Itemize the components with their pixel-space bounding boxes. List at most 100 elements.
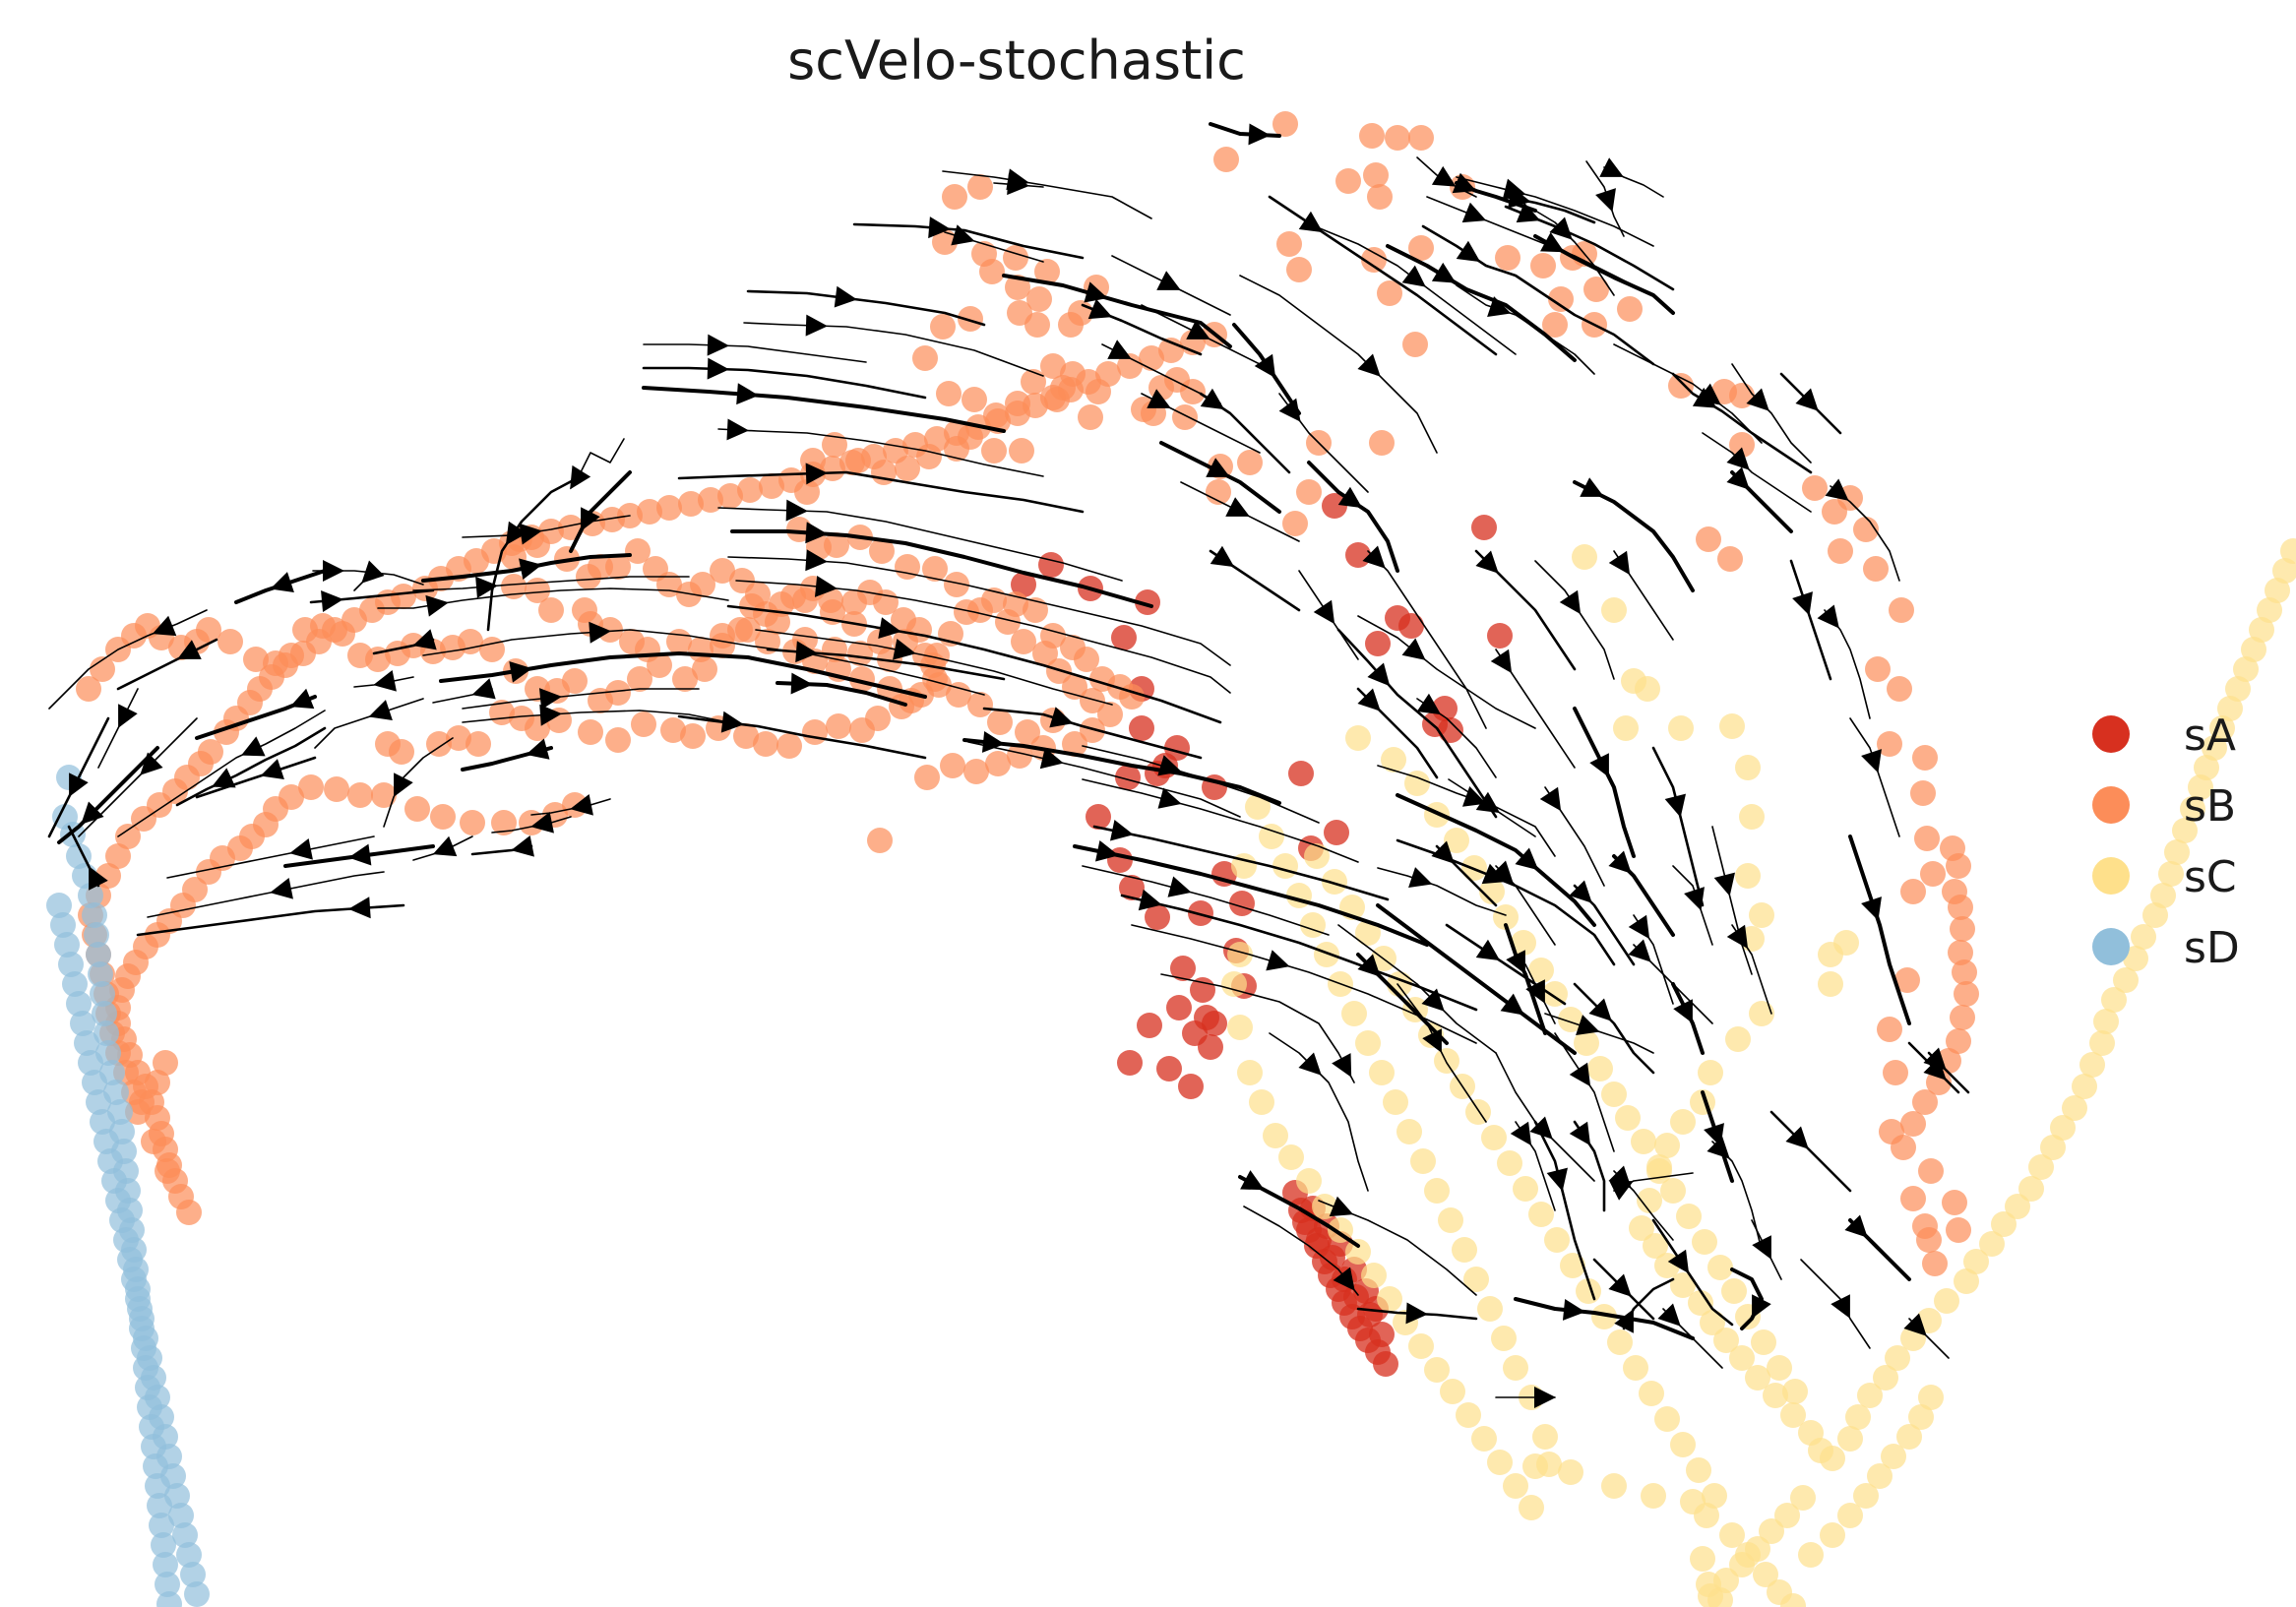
- point-sC-91: [1528, 958, 1554, 983]
- point-sB-96: [1003, 245, 1028, 271]
- streamline-arrowhead-148: [1156, 271, 1181, 290]
- point-sC-150: [1408, 1333, 1434, 1359]
- point-sB-64: [1879, 1119, 1904, 1144]
- streamline-arrowhead-132: [1923, 1057, 1947, 1081]
- point-sC-176: [1300, 912, 1326, 938]
- point-sA-59: [1288, 761, 1314, 786]
- point-sC-142: [1278, 1144, 1304, 1170]
- point-sC-58: [2093, 1009, 2119, 1034]
- point-sB-101: [1007, 300, 1032, 326]
- point-sA-46: [1129, 715, 1154, 741]
- point-sC-0: [1572, 544, 1597, 570]
- point-sB-250: [76, 676, 101, 702]
- point-sC-200: [1918, 1385, 1944, 1410]
- streamline-arrowhead-38: [1157, 787, 1182, 809]
- point-sB-377: [698, 487, 723, 513]
- point-sB-74: [1282, 511, 1308, 536]
- point-sC-75: [2233, 656, 2259, 682]
- streamline-arrowhead-160: [348, 843, 372, 866]
- point-sB-254: [446, 725, 471, 751]
- point-sC-131: [1654, 1406, 1680, 1432]
- point-sC-157: [1519, 1495, 1544, 1520]
- point-sD-64: [125, 1286, 151, 1312]
- streamline-arrowhead-101: [1861, 749, 1882, 773]
- point-sB-288: [430, 804, 456, 830]
- point-sC-82: [1345, 725, 1371, 751]
- streamline-arrowhead-79: [1401, 265, 1426, 287]
- point-sB-1: [1359, 123, 1385, 149]
- streamline-arrowhead-21: [795, 641, 818, 663]
- point-sC-209: [1774, 1503, 1800, 1528]
- streamline-arrowhead-44: [1332, 1053, 1352, 1078]
- streamline-arrowhead-43: [1266, 950, 1290, 971]
- point-sC-39: [1857, 1383, 1883, 1408]
- point-sB-333: [153, 1050, 178, 1076]
- point-sC-208: [1759, 1518, 1784, 1544]
- point-sD-56: [93, 1129, 119, 1154]
- point-sA-53: [1398, 613, 1424, 639]
- streamline-arrowhead-33: [720, 711, 744, 733]
- point-sC-156: [1503, 1473, 1528, 1499]
- point-sC-33: [1780, 1402, 1806, 1428]
- streamline-arrowhead-106: [1608, 550, 1631, 576]
- point-sB-58: [1946, 1217, 1971, 1243]
- streamline-80: [1386, 244, 1577, 362]
- point-sB-32: [1889, 597, 1914, 623]
- point-sC-147: [1361, 1263, 1387, 1288]
- point-sB-59: [1922, 1251, 1948, 1276]
- point-sC-205: [1713, 1568, 1739, 1593]
- streamline-103: [1731, 363, 1812, 464]
- point-sC-47: [1979, 1231, 2005, 1257]
- point-sB-0: [1272, 111, 1298, 137]
- point-sD-62: [117, 1247, 143, 1272]
- point-sC-139: [1237, 1060, 1263, 1085]
- streamline-arrowhead-11: [726, 418, 749, 441]
- streamline-arrowhead-143: [1107, 340, 1132, 359]
- point-sB-215: [727, 617, 753, 643]
- streamline-171: [116, 638, 218, 691]
- point-sB-7: [1408, 235, 1434, 261]
- streamline-175: [57, 746, 159, 844]
- point-sB-264: [680, 723, 706, 749]
- point-sD-58: [101, 1168, 127, 1194]
- streamline-107: [1534, 560, 1615, 680]
- point-sB-262: [631, 711, 656, 737]
- point-sB-378: [717, 483, 743, 509]
- point-sB-252: [389, 739, 414, 765]
- point-sC-72: [2209, 715, 2235, 741]
- point-sB-29: [1853, 517, 1879, 542]
- point-sB-37: [1912, 745, 1938, 771]
- streamline-arrowhead-41: [1167, 876, 1192, 897]
- point-sC-134: [1702, 1483, 1727, 1509]
- streamline-33: [677, 714, 927, 760]
- point-sB-103: [930, 314, 956, 340]
- streamline-42: [1120, 894, 1478, 1012]
- streamline-134: [1672, 865, 1713, 946]
- point-sB-9: [1377, 280, 1402, 306]
- point-sC-93: [1558, 1007, 1583, 1032]
- point-sC-179: [1259, 824, 1284, 849]
- point-sB-222: [588, 688, 613, 713]
- point-sB-361: [391, 584, 416, 609]
- streamline-arrowhead-62: [1298, 1052, 1322, 1076]
- point-sC-108: [1782, 1379, 1808, 1404]
- point-sB-196: [1074, 647, 1099, 672]
- streamline-59: [1396, 983, 1487, 1123]
- point-sC-26: [1670, 1272, 1696, 1298]
- point-sD-74: [164, 1483, 190, 1509]
- point-sB-26: [1802, 475, 1828, 501]
- streamline-arrowhead-86: [1595, 188, 1616, 213]
- point-sC-49: [2005, 1194, 2030, 1219]
- point-sC-151: [1424, 1357, 1450, 1383]
- point-sC-183: [1601, 1473, 1627, 1499]
- point-sA-58: [1432, 696, 1458, 721]
- streamline-arrowhead-88: [1487, 296, 1512, 317]
- streamline-arrowhead-146: [1225, 497, 1250, 517]
- streamline-arrowhead-82: [1461, 202, 1487, 223]
- point-sC-128: [1607, 1329, 1633, 1355]
- point-sB-52: [1926, 1070, 1952, 1095]
- point-sC-129: [1623, 1355, 1648, 1381]
- point-sB-357: [322, 617, 347, 643]
- streamline-arrowhead-165: [526, 738, 550, 760]
- streamline-arrowhead-144: [1087, 298, 1113, 320]
